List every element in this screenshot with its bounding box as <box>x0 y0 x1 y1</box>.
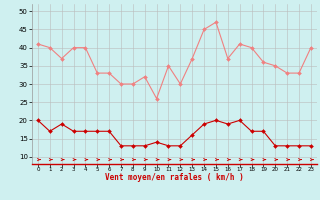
X-axis label: Vent moyen/en rafales ( km/h ): Vent moyen/en rafales ( km/h ) <box>105 173 244 182</box>
